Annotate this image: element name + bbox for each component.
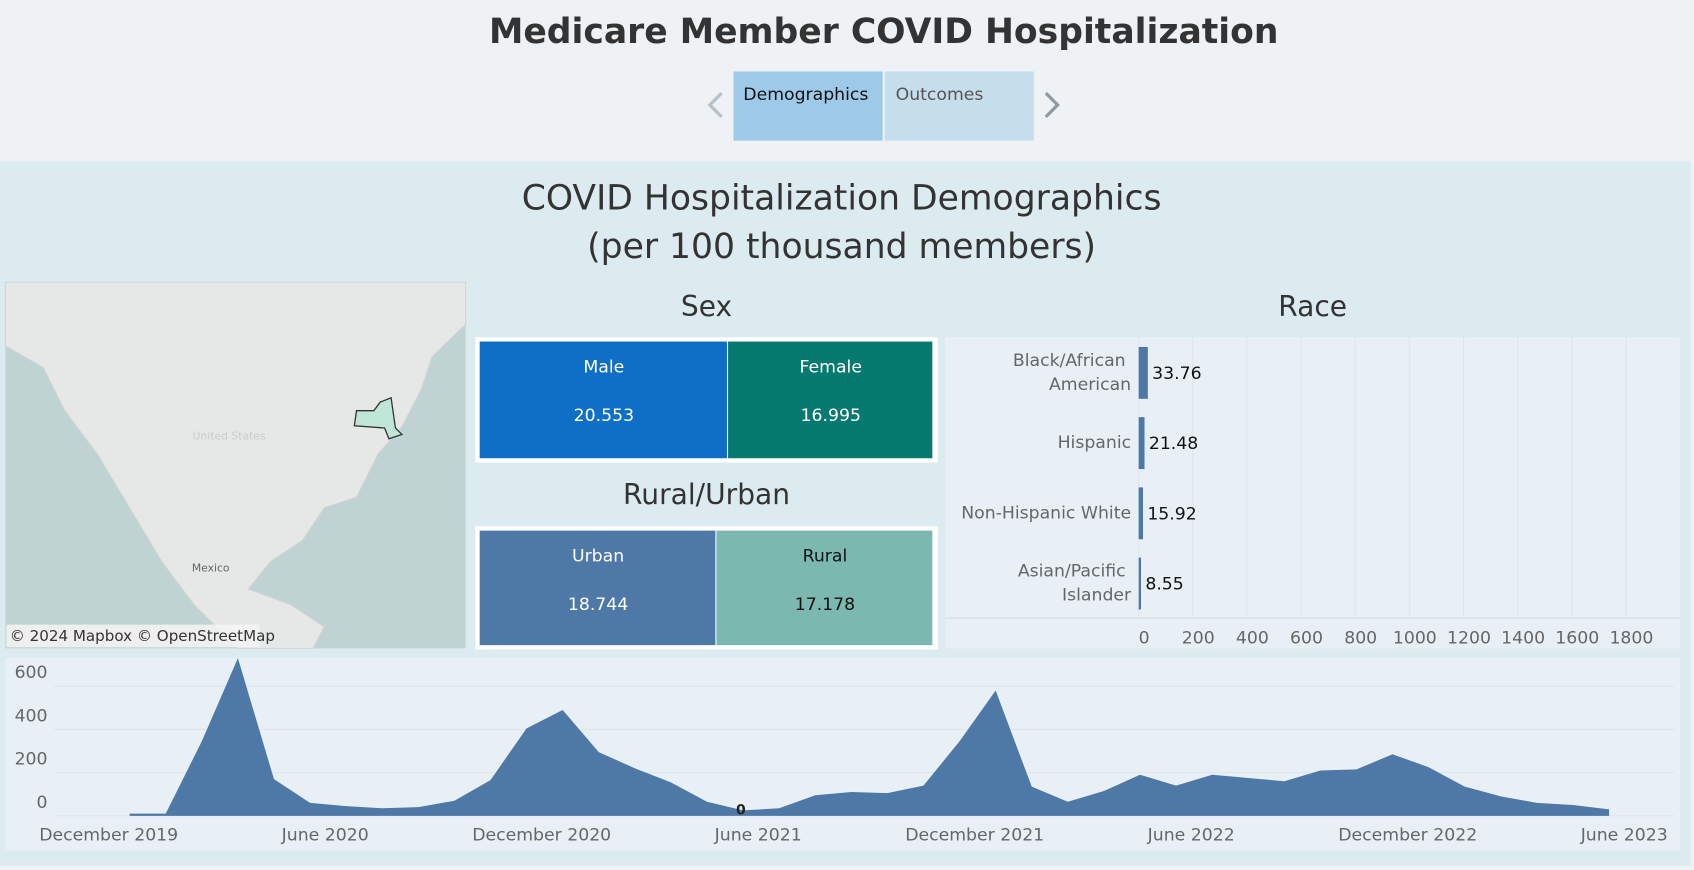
value-label: 33.76 [1152,364,1201,384]
chart-title: Rural/Urban [623,478,790,511]
value-label: 8.55 [1145,575,1183,595]
x-tick-label: December 2022 [1338,825,1477,845]
plot-area [945,337,1680,649]
cell-value: 20.553 [574,406,634,426]
y-tick-label: 400 [15,706,48,726]
chart-title: Race [1278,290,1347,323]
tab-active[interactable] [733,71,883,141]
treemap-cell [728,341,933,459]
x-tick-label: June 2023 [1580,825,1668,845]
tab-label[interactable]: Outcomes [896,85,984,105]
chart-title: Sex [681,290,732,323]
treemap-cell [716,530,933,646]
cell-label: Female [800,357,862,377]
x-tick-label: 1000 [1393,629,1437,649]
x-tick-label: 1600 [1555,629,1599,649]
value-label: 15.92 [1147,504,1196,524]
x-tick-label: December 2020 [472,825,611,845]
x-tick-label: June 2022 [1147,825,1235,845]
area [129,658,1610,816]
map: Mexico United States © 2024 Mapbox © Ope… [4,281,467,649]
y-tick-label: Asian/Pacific Islander [1018,562,1132,606]
x-tick-label: June 2020 [281,825,369,845]
bar [1138,417,1145,470]
cell-label: Male [583,357,624,377]
annotation: 0 [736,802,746,818]
plot-area [5,658,1680,851]
cell-value: 16.995 [801,406,861,426]
x-tick-label: 1200 [1447,629,1491,649]
tab-label[interactable]: Demographics [743,85,868,105]
attribution-box [6,624,260,648]
tab[interactable] [884,71,1034,141]
x-tick-label: 400 [1236,629,1269,649]
bar [1138,346,1148,399]
dashboard-subtitle: (per 100 thousand members) [587,227,1096,267]
x-tick-label: 1400 [1501,629,1545,649]
y-tick-label: 0 [37,793,48,813]
y-tick-label: 200 [15,750,48,770]
y-tick-label: Black/African American [1013,351,1131,395]
x-tick-label: 800 [1344,629,1377,649]
cell-label: Rural [803,547,848,567]
page-title: Medicare Member COVID Hospitalization [489,12,1279,52]
x-tick-label: 0 [1139,629,1150,649]
map-attribution[interactable]: © 2024 Mapbox © OpenStreetMap [10,627,275,645]
y-tick-label: Non-Hispanic White [961,503,1131,523]
x-tick-label: December 2019 [39,825,178,845]
value-label: 21.48 [1149,434,1198,454]
map-label: United States [192,430,265,443]
map-land [4,281,467,649]
bar [1138,557,1142,610]
x-tick-label: December 2021 [905,825,1044,845]
cell-value: 18.744 [568,595,628,615]
treemap-cell [479,341,727,459]
prev-arrow[interactable] [707,91,723,118]
next-arrow[interactable] [1044,91,1060,118]
x-tick-label: 600 [1290,629,1323,649]
dashboard-title: COVID Hospitalization Demographics [522,179,1162,219]
map-label: Mexico [192,561,230,574]
cell-value: 17.178 [795,595,855,615]
cell-label: Urban [572,547,624,567]
x-tick-label: 200 [1182,629,1215,649]
y-tick-label: 600 [15,663,48,683]
treemap-cell [479,530,716,646]
y-tick-label: Hispanic [1058,433,1132,453]
x-tick-label: 1800 [1609,629,1653,649]
x-tick-label: June 2021 [714,825,802,845]
map-state [353,396,404,440]
bar [1138,487,1144,540]
